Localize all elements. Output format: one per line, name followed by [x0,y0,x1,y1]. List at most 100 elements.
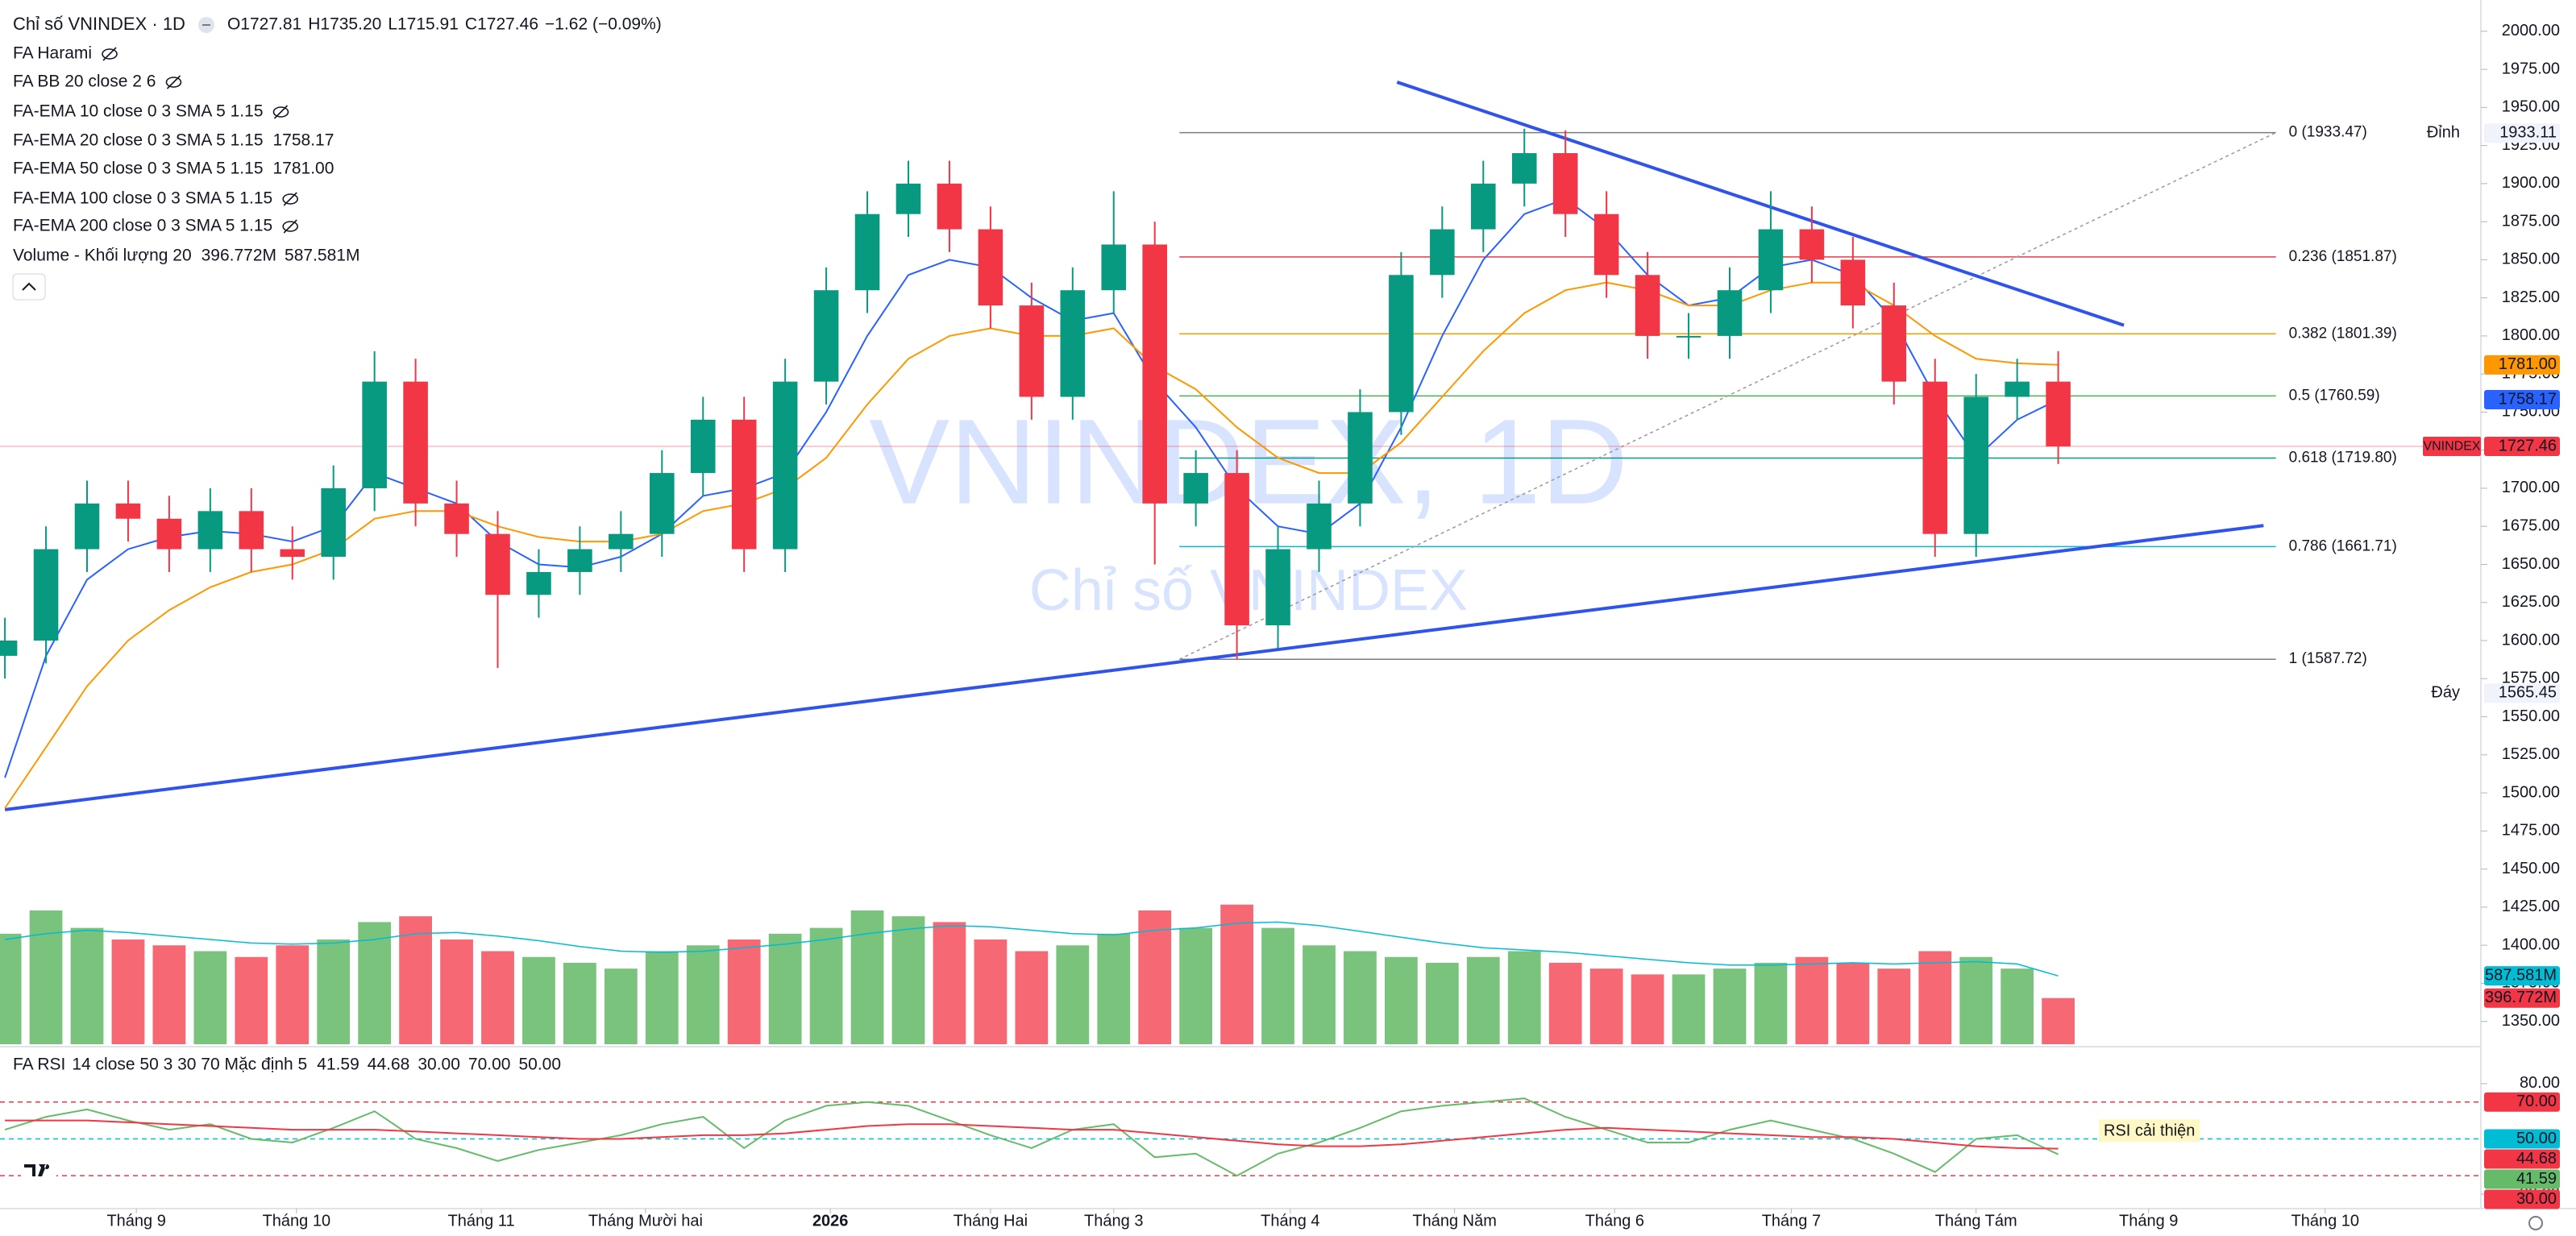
rsi-annotation: RSI cải thiện [2104,1122,2195,1139]
volume-bar [358,922,392,1044]
x-tick-label: Tháng 9 [106,1212,165,1230]
visibility-slash [283,192,297,206]
collapse-button[interactable] [12,273,46,301]
visibility-icon[interactable] [272,106,289,118]
rsi-value-tag: 41.59 [2516,1170,2557,1188]
hidden-indicator[interactable]: FA BB 20 close 2 6 [13,73,156,91]
ema-price-tag: 1758.17 [2499,390,2557,408]
volume-bar [1631,974,1664,1044]
volume-ma-tag-bg [2484,966,2560,986]
candle-body [403,381,428,504]
hidden-indicator[interactable]: FA Harami [13,44,92,63]
volume-bar [1836,962,1870,1044]
rsi-band-tag: 70.00 [2516,1093,2557,1110]
settings-ring[interactable] [2528,1216,2543,1230]
y-tick-label: 2000.00 [2502,22,2560,39]
volume-bar [1097,933,1131,1044]
candle-body [1511,153,1537,184]
volume-bar [399,916,432,1044]
volume-bar [1918,951,1952,1044]
volume-ma [4,921,2059,977]
x-tick-label: Tháng 6 [1585,1212,1644,1230]
visibility-icon[interactable] [102,48,118,60]
volume-bar [645,951,679,1044]
fib-label: 0.5 (1760.59) [2289,387,2380,404]
volume-bar [2001,968,2034,1044]
collapse-box[interactable] [12,273,46,301]
rsi-value-tag: 44.68 [2516,1150,2557,1168]
collapse-icon [22,282,36,291]
y-tick-label: 1675.00 [2502,517,2560,535]
volume-bar [1056,945,1090,1044]
last-price-tag: 1727.46 [2499,437,2557,454]
candle-body [74,503,100,550]
candle-body [1389,275,1414,413]
y-tick-label: 1625.00 [2502,593,2560,611]
logo-bg [21,1157,56,1181]
volume-tag: 396.772M [2485,989,2557,1006]
candle-body [0,641,18,656]
candle-body [813,290,839,382]
last-price-tag-bg [2484,437,2560,457]
candle-body [1348,412,1373,504]
hidden-indicator[interactable]: FA-EMA 10 close 0 3 SMA 5 1.15 [13,102,264,121]
candle-body [1922,381,1948,534]
y-tick-label: 1400.00 [2502,935,2560,953]
candle-body [772,381,798,550]
indicator-name[interactable]: FA-EMA 50 close 0 3 SMA 5 1.15 [13,160,264,178]
rsi-value-tag-bg [2484,1149,2560,1169]
indicator-value: 587.581M [285,247,359,265]
rsi-legend-value: 30.00 [418,1056,460,1074]
volume-bar [235,956,268,1044]
candle-body [239,511,264,550]
candle-body [1758,229,1784,291]
rsi-legend-value: 44.68 [368,1056,410,1074]
hidden-indicator[interactable]: FA-EMA 200 close 0 3 SMA 5 1.15 [13,217,272,235]
indicator-name[interactable]: Volume - Khối lượng 20 [13,247,192,265]
volume-bar [1877,968,1911,1044]
candle-body [567,549,592,572]
annotation-bg [2099,1119,2200,1143]
visibility-icon[interactable] [165,77,182,88]
rsi-band-tag: 30.00 [2516,1190,2557,1208]
symbol-tag-bg [2423,437,2481,457]
y-tick-label: 1975.00 [2502,60,2560,77]
trendline [4,524,2264,811]
ohlc-key: H [308,15,320,34]
x-tick-label: Tháng 10 [263,1212,331,1230]
volume-tag-bg [2484,988,2560,1008]
y-tick-label: 1825.00 [2502,288,2560,306]
rsi-tick-label: 80.00 [2520,1074,2560,1092]
ema-price-tag: 1781.00 [2499,355,2557,373]
candle-body [33,549,59,641]
indicator-name[interactable]: FA-EMA 20 close 0 3 SMA 5 1.15 [13,131,264,150]
fib-label: 1 (1587.72) [2289,650,2367,667]
hidden-indicator[interactable]: FA-EMA 100 close 0 3 SMA 5 1.15 [13,189,272,208]
candle-body [1307,503,1332,550]
candle-body [280,549,305,558]
candle-body [937,183,962,230]
volume-layer [0,904,2075,1044]
settings-icon[interactable] [2528,1216,2543,1230]
candle-body [854,214,880,291]
volume-bar [440,939,473,1044]
volume-bar [1303,945,1336,1044]
candle-body [609,533,634,550]
rsi-line [5,1119,2059,1150]
ohlc-value: 1727.46 [477,15,538,34]
indicator-value: 1758.17 [273,131,334,150]
x-tick-label: Tháng Năm [1412,1212,1497,1230]
visibility-icon[interactable] [282,221,298,232]
candle-body [197,511,223,550]
volume-bar [727,939,761,1044]
volume-bar [933,922,966,1044]
candle-body [1183,473,1208,504]
candle-body [978,229,1003,306]
visibility-icon[interactable] [282,193,298,205]
candle-body [895,183,921,214]
volume-bar [604,968,638,1044]
extreme-label: Đáy [2431,684,2460,702]
legend: Chỉ số VNINDEX · 1D O 1727.81 H 1735.20 L 1715… [13,14,662,1074]
candle-body [1265,549,1290,626]
